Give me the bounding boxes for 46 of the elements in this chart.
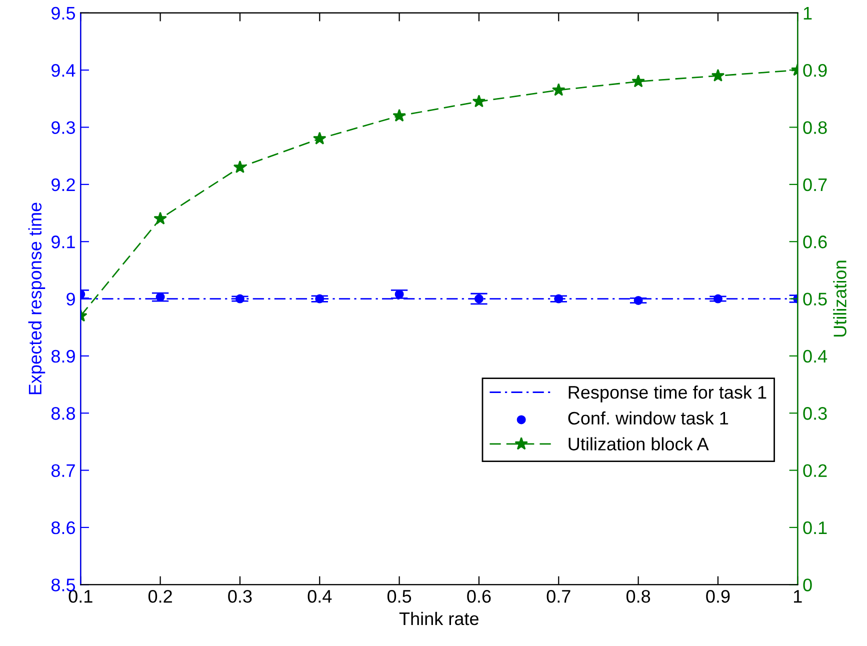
point (552, 83, 566, 96)
y-tick-label: 8.5 (51, 578, 76, 592)
y2-tick-label: 1 (804, 7, 812, 20)
x-tick-label: 0.1 (68, 590, 92, 603)
point (154, 212, 167, 224)
x-tick-label: 0.8 (626, 590, 650, 603)
y-tick-label: 9.5 (52, 6, 76, 20)
y-tick-label: 8.8 (51, 407, 75, 420)
point (233, 160, 247, 174)
y2-tick-label: 0.8 (803, 121, 827, 134)
x-tick-label: 0.9 (706, 590, 730, 603)
y2-tick-label: 0.6 (803, 236, 827, 248)
y-tick-label: 8.7 (51, 464, 75, 478)
x-tick-label: 1 (794, 590, 802, 603)
x-tick-label: 0.5 (387, 590, 412, 603)
y2-tick-label: 0.3 (803, 407, 827, 420)
x-tick-label: 0.2 (148, 590, 172, 603)
x-tick-label: 0.4 (308, 590, 332, 603)
x-tick-label: 0.7 (546, 590, 570, 603)
point (632, 74, 645, 88)
y-tick-label: 9.2 (52, 178, 75, 192)
point (472, 94, 486, 108)
y2-axis-title: Utilization (833, 260, 846, 337)
y-axis-title: Expected response time (28, 202, 46, 394)
point (711, 68, 725, 82)
y2-tick-label: 0.2 (803, 464, 827, 478)
legend-label: Utilization block A (568, 437, 709, 450)
y2-tick-label: 0 (803, 578, 812, 592)
legend-label: Response time for task 1 (568, 385, 766, 402)
y-tick-label: 9.1 (52, 236, 75, 248)
y-tick-label: 9.3 (52, 121, 75, 134)
legend-label: Conf. window task 1 (568, 411, 728, 425)
x-tick-label: 0.6 (467, 590, 491, 603)
y-tick-label: 8.6 (51, 521, 75, 534)
y2-tick-label: 0.1 (803, 521, 827, 534)
y2-tick-label: 0.9 (803, 64, 827, 77)
y-tick-label: 9 (66, 292, 75, 306)
y2-tick-label: 0.5 (803, 292, 827, 306)
y-tick-label: 8.9 (51, 350, 75, 363)
point (392, 108, 406, 122)
y2-tick-label: 0.4 (803, 350, 828, 363)
point (312, 132, 326, 144)
y-tick-label: 9.4 (52, 64, 76, 77)
y2-tick-label: 0.7 (803, 178, 827, 192)
x-tick-label: 0.3 (228, 590, 252, 603)
x-axis-title: Think rate (399, 612, 478, 626)
